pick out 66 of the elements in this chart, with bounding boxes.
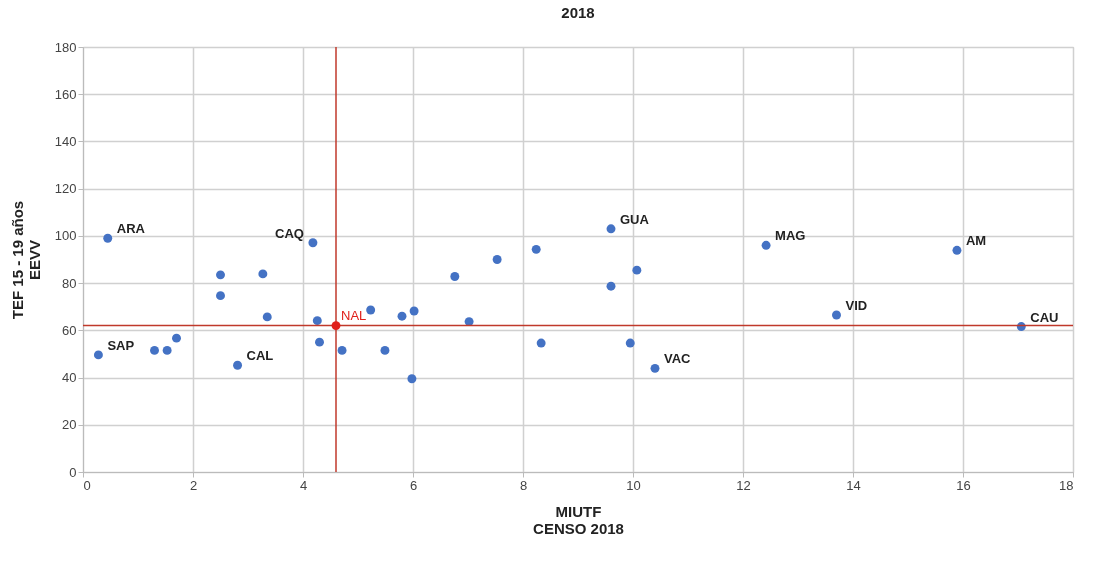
point: [632, 265, 642, 275]
x-tick-label: 0: [83, 477, 91, 493]
x-tick-label: 2: [189, 477, 198, 493]
point: [216, 270, 225, 280]
annotation: GUA: [620, 211, 650, 227]
y-axis-title: TEF 15 - 19 años EEVV: [8, 200, 43, 320]
point: [315, 337, 324, 347]
point: [397, 311, 407, 321]
point: [233, 360, 243, 370]
point: [337, 345, 347, 355]
point: [308, 238, 318, 248]
point: [103, 233, 113, 243]
point: [162, 345, 172, 355]
y-tick-label: 120: [54, 181, 77, 197]
y-tick-label: 180: [54, 39, 77, 55]
y-tick-label: 140: [54, 133, 77, 149]
x-tick-label: 18: [1059, 477, 1074, 493]
y-tick-label: 60: [62, 322, 77, 338]
x-tick-label: 8: [519, 477, 528, 493]
y-tick-label: 80: [62, 275, 77, 291]
annotation: VID: [845, 297, 868, 313]
x-tick-label: 6: [409, 477, 418, 493]
point: [331, 321, 341, 331]
point: [625, 338, 635, 348]
annotation: CAQ: [275, 225, 304, 241]
point: [366, 305, 376, 315]
point: [262, 312, 272, 322]
point: [761, 240, 771, 250]
point: [407, 374, 417, 384]
point: [650, 363, 660, 373]
annotation: CAL: [246, 348, 274, 364]
point: [150, 345, 159, 355]
point: [531, 244, 541, 254]
point: [492, 255, 502, 264]
point: [258, 269, 268, 279]
x-tick-label: 16: [956, 477, 971, 493]
point: [952, 245, 962, 255]
annotation: VAC: [664, 351, 692, 367]
series-label: NAL: [341, 307, 367, 323]
annotation: AM: [965, 233, 987, 249]
chart-title: 2018: [561, 4, 595, 21]
x-axis-title: MIUTF CENSO 2018: [533, 502, 624, 537]
point: [93, 350, 103, 360]
x-tick-label: 14: [846, 477, 861, 493]
point: [606, 224, 616, 234]
point: [172, 333, 181, 343]
y-tick-label: 20: [62, 417, 77, 433]
point: [380, 345, 390, 355]
y-tick-label: 100: [54, 228, 77, 244]
point: [832, 310, 841, 320]
point: [216, 291, 225, 301]
annotation: CAU: [1030, 309, 1059, 325]
annotation: MAG: [775, 228, 806, 244]
y-tick-label: 40: [62, 370, 77, 386]
annotation: SAP: [107, 337, 135, 353]
x-tick-label: 4: [299, 477, 308, 493]
point: [606, 281, 616, 291]
point: [312, 316, 322, 326]
y-tick-label: 0: [69, 464, 77, 480]
point: [450, 272, 460, 281]
x-tick-label: 10: [626, 477, 641, 493]
point: [409, 306, 419, 316]
point: [536, 338, 546, 348]
y-tick-label: 160: [54, 86, 77, 102]
x-tick-label: 12: [736, 477, 751, 493]
annotation: ARA: [116, 221, 146, 237]
